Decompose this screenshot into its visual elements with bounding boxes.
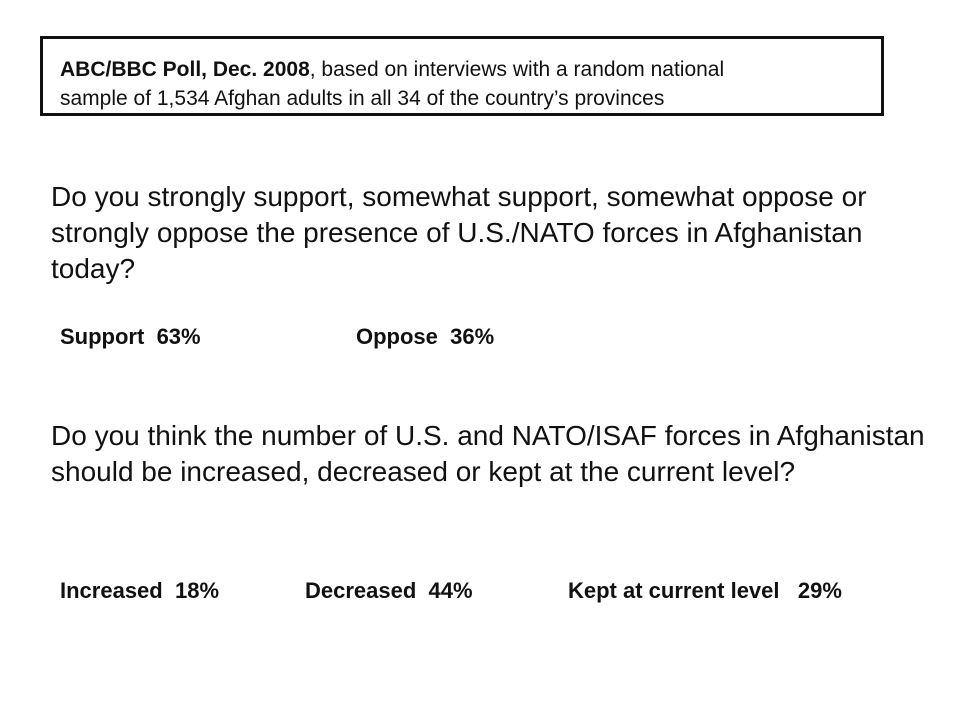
answer-oppose: Oppose 36% [356,324,494,350]
answer-value: 29% [797,578,842,603]
question-1-text: Do you strongly support, somewhat suppor… [51,181,867,284]
answer-value: 18% [174,578,220,603]
answer-support: Support 63% [60,324,201,350]
poll-source-text: ABC/BBC Poll, Dec. 2008, based on interv… [60,55,724,113]
poll-source-description-line1: , based on interviews with a random nati… [309,58,725,81]
answer-label: Increased [60,578,163,603]
poll-source-box: ABC/BBC Poll, Dec. 2008, based on interv… [40,36,884,116]
answer-label: Oppose [356,324,438,349]
answer-value: 36% [450,324,495,349]
answer-label: Support [60,324,145,349]
answer-decreased: Decreased 44% [305,578,473,604]
answer-value: 44% [428,578,473,603]
answer-value: 63% [156,324,201,349]
answer-label: Kept at current level [568,578,780,603]
answer-increased: Increased 18% [60,578,219,604]
poll-source-title: ABC/BBC Poll, Dec. 2008 [60,58,310,81]
answer-label: Decreased [305,578,417,603]
poll-source-description-line2: sample of 1,534 Afghan adults in all 34 … [60,87,665,110]
question-2-text: Do you think the number of U.S. and NATO… [51,420,925,487]
answer-kept-at-current-level: Kept at current level 29% [568,578,842,604]
